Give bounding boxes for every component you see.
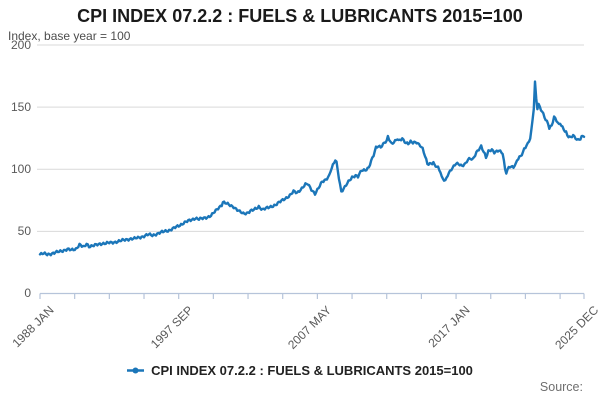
y-axis-label: 100: [10, 161, 31, 176]
legend: CPI INDEX 07.2.2 : FUELS & LUBRICANTS 20…: [0, 363, 600, 378]
chart-subtitle: Index, base year = 100: [8, 29, 131, 43]
source-label: Source:: [539, 380, 583, 394]
y-axis-label: 50: [17, 223, 31, 238]
y-axis-label: 200: [10, 37, 31, 52]
y-axis-label: 0: [24, 286, 31, 300]
y-axis-label: 150: [10, 99, 31, 114]
legend-label: CPI INDEX 07.2.2 : FUELS & LUBRICANTS 20…: [151, 363, 473, 378]
chart-title: CPI INDEX 07.2.2 : FUELS & LUBRICANTS 20…: [77, 6, 523, 26]
data-line-series: [38, 80, 586, 257]
legend-line-marker-icon: [127, 367, 145, 374]
